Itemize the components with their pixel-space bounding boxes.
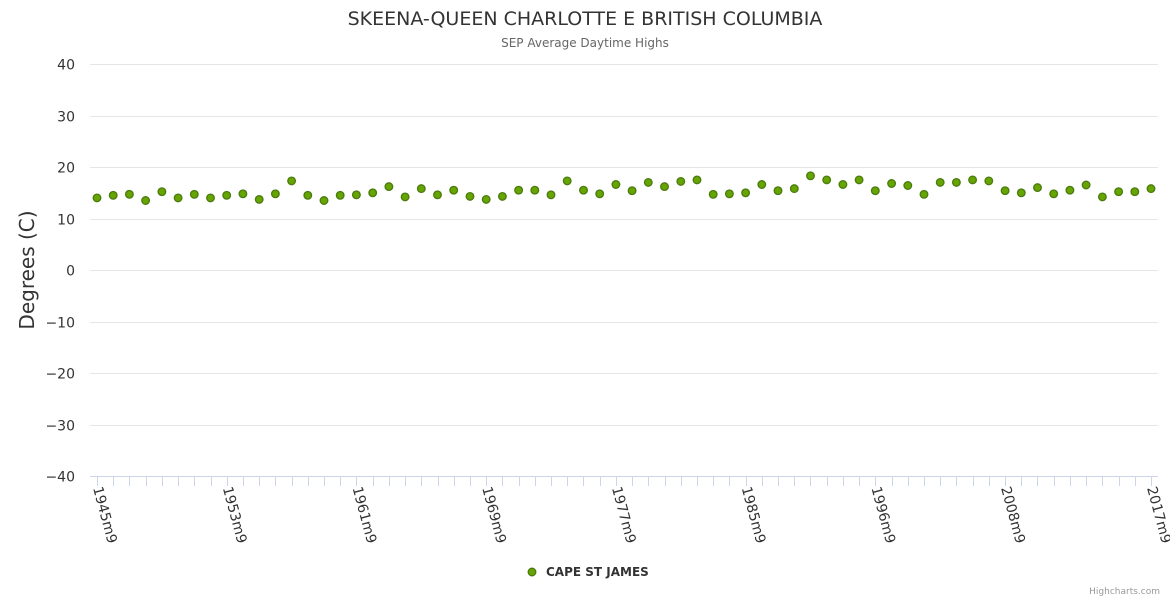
- data-point[interactable]: [400, 192, 410, 202]
- x-axis: 1945m9 1953m9 1961m9 1969m9 1977m9 1985m9 1996…: [89, 476, 1170, 545]
- chart-subtitle: SEP Average Daytime Highs: [501, 36, 669, 50]
- data-point[interactable]: [481, 194, 491, 204]
- chart-title: SKEENA-QUEEN CHARLOTTE E BRITISH COLUMBI…: [348, 8, 823, 30]
- data-point[interactable]: [465, 191, 475, 201]
- data-point[interactable]: [254, 194, 264, 204]
- data-point[interactable]: [1049, 189, 1059, 199]
- data-point[interactable]: [741, 188, 751, 198]
- data-point[interactable]: [238, 189, 248, 199]
- data-point[interactable]: [773, 186, 783, 196]
- data-point[interactable]: [92, 193, 102, 203]
- data-point[interactable]: [1146, 184, 1156, 194]
- data-point[interactable]: [1130, 187, 1140, 197]
- data-point[interactable]: [287, 176, 297, 186]
- data-point[interactable]: [951, 177, 961, 187]
- data-point[interactable]: [1097, 192, 1107, 202]
- y-axis-label: Degrees (C): [15, 210, 39, 329]
- legend-item-cape-st-james[interactable]: CAPE ST JAMES: [546, 565, 649, 579]
- grid-lines: [90, 64, 1158, 477]
- y-tick-label: −20: [45, 367, 75, 383]
- data-point[interactable]: [708, 189, 718, 199]
- y-tick-label: −10: [45, 316, 75, 332]
- y-tick-label: −40: [45, 470, 75, 486]
- data-point[interactable]: [206, 193, 215, 203]
- data-series: [92, 171, 1156, 205]
- data-point[interactable]: [303, 190, 313, 200]
- data-point[interactable]: [984, 176, 994, 186]
- data-point[interactable]: [562, 176, 572, 186]
- data-point[interactable]: [789, 184, 799, 194]
- data-point[interactable]: [676, 176, 686, 186]
- data-point[interactable]: [157, 187, 167, 197]
- data-point[interactable]: [643, 177, 653, 187]
- data-point[interactable]: [1016, 188, 1026, 198]
- data-point[interactable]: [319, 196, 329, 205]
- x-tick-label: 1977m9: [608, 485, 639, 545]
- data-point[interactable]: [1033, 183, 1042, 193]
- y-tick-label: 30: [57, 110, 75, 126]
- x-tick-label: 1985m9: [738, 485, 769, 545]
- data-point[interactable]: [724, 189, 734, 199]
- data-point[interactable]: [579, 185, 588, 195]
- data-point[interactable]: [173, 193, 183, 203]
- data-point[interactable]: [1081, 180, 1091, 190]
- data-point[interactable]: [692, 175, 702, 185]
- data-point[interactable]: [141, 196, 151, 205]
- y-tick-label: 0: [66, 264, 75, 280]
- data-point[interactable]: [660, 182, 669, 192]
- data-point[interactable]: [108, 190, 118, 200]
- data-point[interactable]: [368, 188, 378, 198]
- data-point[interactable]: [189, 189, 199, 199]
- data-point[interactable]: [887, 179, 897, 188]
- data-point[interactable]: [546, 190, 556, 200]
- data-point[interactable]: [757, 180, 767, 189]
- x-tick-label: 1961m9: [349, 485, 380, 545]
- credits-link[interactable]: Highcharts.com: [1089, 587, 1160, 597]
- data-point[interactable]: [222, 190, 232, 200]
- x-tick-label: 2008m9: [997, 485, 1028, 545]
- data-point[interactable]: [903, 181, 913, 190]
- data-point[interactable]: [449, 185, 459, 195]
- data-point[interactable]: [854, 175, 864, 185]
- data-point[interactable]: [919, 189, 929, 199]
- legend[interactable]: CAPE ST JAMES: [527, 565, 649, 579]
- data-point[interactable]: [595, 189, 605, 199]
- x-tick-label: 2017m9: [1143, 485, 1170, 545]
- x-tick-label: 1996m9: [867, 485, 898, 545]
- data-point[interactable]: [968, 175, 978, 185]
- y-tick-label: 20: [57, 161, 75, 177]
- y-tick-label: 40: [57, 58, 75, 74]
- x-tick-label: 1945m9: [89, 485, 120, 545]
- data-point[interactable]: [1065, 185, 1075, 195]
- data-point[interactable]: [335, 190, 345, 200]
- data-point[interactable]: [1114, 187, 1124, 197]
- data-point[interactable]: [530, 185, 540, 195]
- data-point[interactable]: [627, 186, 637, 196]
- data-point[interactable]: [270, 189, 280, 199]
- legend-marker: [527, 567, 537, 577]
- data-point[interactable]: [806, 171, 815, 181]
- y-tick-label: −30: [45, 419, 75, 435]
- data-point[interactable]: [935, 177, 945, 187]
- data-point[interactable]: [870, 186, 880, 196]
- data-point[interactable]: [497, 191, 507, 201]
- y-tick-label: 10: [57, 213, 75, 229]
- data-point[interactable]: [416, 184, 426, 194]
- data-point[interactable]: [384, 182, 394, 192]
- y-axis: 40 30 20 10 0 −10 −20 −30 −40: [45, 58, 75, 486]
- data-point[interactable]: [124, 189, 134, 199]
- data-point[interactable]: [433, 190, 442, 200]
- data-point[interactable]: [838, 180, 848, 189]
- x-tick-label: 1969m9: [478, 485, 509, 545]
- data-point[interactable]: [1000, 186, 1010, 196]
- data-point[interactable]: [351, 190, 361, 200]
- x-tick-label: 1953m9: [219, 485, 250, 545]
- data-point[interactable]: [611, 180, 621, 189]
- data-point[interactable]: [514, 185, 524, 195]
- data-point[interactable]: [822, 175, 832, 185]
